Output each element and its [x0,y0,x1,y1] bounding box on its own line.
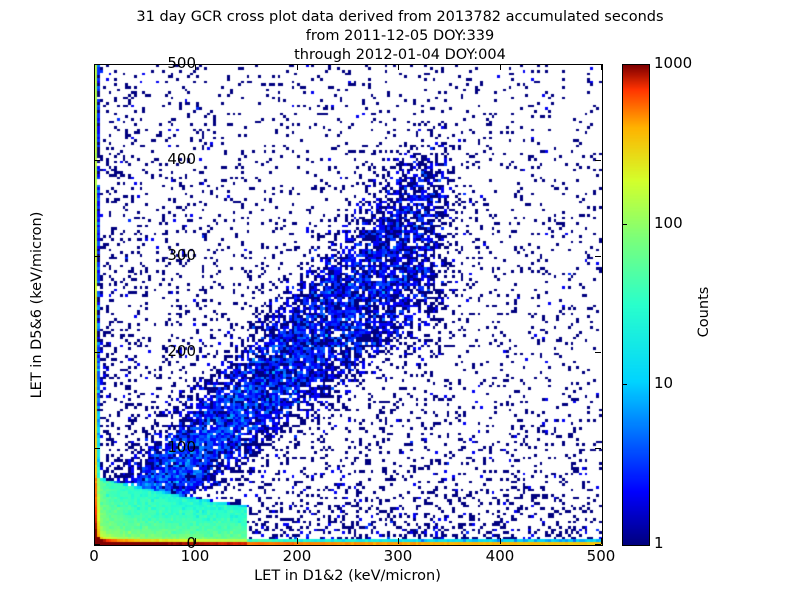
y-tick-label: 300 [167,246,196,264]
colorbar-gradient [623,65,649,545]
y-tick-label: 400 [167,150,196,168]
chart-title-line-1: 31 day GCR cross plot data derived from … [136,9,664,25]
y-tick-mark-right [595,64,601,65]
x-tick-mark-top [195,64,196,70]
y-tick-mark-right [595,448,601,449]
colorbar-tick-mark [622,224,627,225]
colorbar-tick-label: 1 [654,534,664,552]
colorbar [622,64,650,546]
plot-axes [94,64,603,546]
x-tick-label: 100 [180,547,210,565]
chart-title-line-3: through 2012-01-04 DOY:004 [294,47,506,63]
x-tick-label: 200 [282,547,312,565]
x-tick-mark-top [601,64,602,70]
y-tick-mark-right [595,256,601,257]
x-tick-mark [601,538,602,544]
x-tick-mark-top [398,64,399,70]
x-tick-label: 0 [89,547,99,565]
x-tick-mark [500,538,501,544]
y-tick-mark-right [595,544,601,545]
x-tick-mark-top [297,64,298,70]
x-tick-mark-top [94,64,95,70]
colorbar-tick-label: 10 [654,374,674,392]
x-tick-label: 500 [586,547,616,565]
y-tick-mark [94,352,100,353]
colorbar-tick-mark [622,384,627,385]
x-tick-label: 300 [383,547,413,565]
heatmap-plot-area [95,65,602,545]
y-tick-mark-right [595,352,601,353]
x-axis-label: LET in D1&2 (keV/micron) [254,568,441,584]
x-tick-mark [195,538,196,544]
y-tick-mark [94,448,100,449]
colorbar-label: Counts [696,286,712,338]
x-tick-mark [297,538,298,544]
y-tick-mark [94,256,100,257]
y-tick-label: 500 [167,54,196,72]
y-tick-mark-right [595,160,601,161]
chart-title-line-2: from 2011-12-05 DOY:339 [305,28,495,44]
x-tick-mark [94,538,95,544]
y-tick-label: 200 [167,342,196,360]
x-tick-mark [398,538,399,544]
chart-title: 31 day GCR cross plot data derived from … [0,8,800,65]
y-tick-label: 0 [186,534,196,552]
x-tick-mark-top [500,64,501,70]
y-tick-mark [94,64,100,65]
colorbar-tick-label: 1000 [654,54,693,72]
x-tick-label: 400 [485,547,515,565]
colorbar-tick-label: 100 [654,214,683,232]
y-tick-label: 100 [167,438,196,456]
y-axis-label: LET in D5&6 (keV/micron) [29,211,45,399]
y-tick-mark [94,544,100,545]
y-tick-mark [94,160,100,161]
